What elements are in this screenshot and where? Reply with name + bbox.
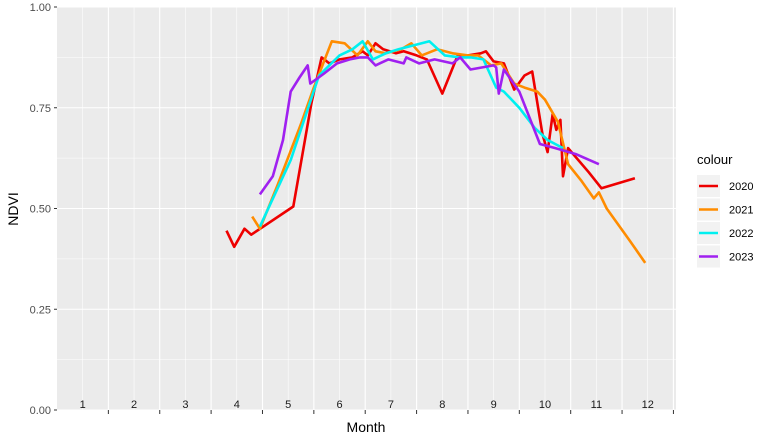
month-label: 4: [234, 399, 240, 411]
axes: 0.00 0.25 0.50 0.75 1.00: [30, 2, 674, 417]
month-label: 2: [131, 399, 137, 411]
month-label: 9: [491, 399, 497, 411]
series-line-2023: [258, 56, 600, 196]
month-label: 7: [388, 399, 394, 411]
y-tick-label: 1.00: [30, 2, 51, 14]
legend-label-2020: 2020: [729, 181, 753, 193]
month-label: 6: [336, 399, 342, 411]
legend-title: colour: [697, 152, 733, 167]
y-tick-label: 0.25: [30, 304, 51, 316]
month-label: 1: [80, 399, 86, 411]
series-lines: [225, 40, 647, 264]
y-tick-label: 0.00: [30, 405, 51, 417]
grid-lines: [57, 6, 676, 411]
month-label: 11: [591, 399, 602, 411]
series-line-2021: [251, 40, 647, 264]
legend-items: 2020 2021 2022 2023: [697, 175, 753, 268]
y-tick-label: 0.75: [30, 103, 51, 115]
month-label: 10: [539, 399, 551, 411]
legend-label-2021: 2021: [729, 205, 753, 217]
legend: colour 2020 2021 2022 2023: [697, 152, 753, 268]
series-line-2022: [258, 40, 564, 228]
legend-label-2023: 2023: [729, 252, 753, 264]
month-labels: 1 2 3 4 5 6 7 8 9 10 11 12: [80, 399, 654, 411]
month-label: 5: [285, 399, 291, 411]
x-axis-title: Month: [347, 419, 386, 435]
y-tick-label: 0.50: [30, 204, 51, 216]
y-axis-title: NDVI: [5, 192, 21, 225]
month-label: 3: [182, 399, 188, 411]
month-label: 8: [439, 399, 445, 411]
month-label: 12: [642, 399, 654, 411]
series-line-2020: [225, 42, 636, 249]
legend-label-2022: 2022: [729, 228, 753, 240]
